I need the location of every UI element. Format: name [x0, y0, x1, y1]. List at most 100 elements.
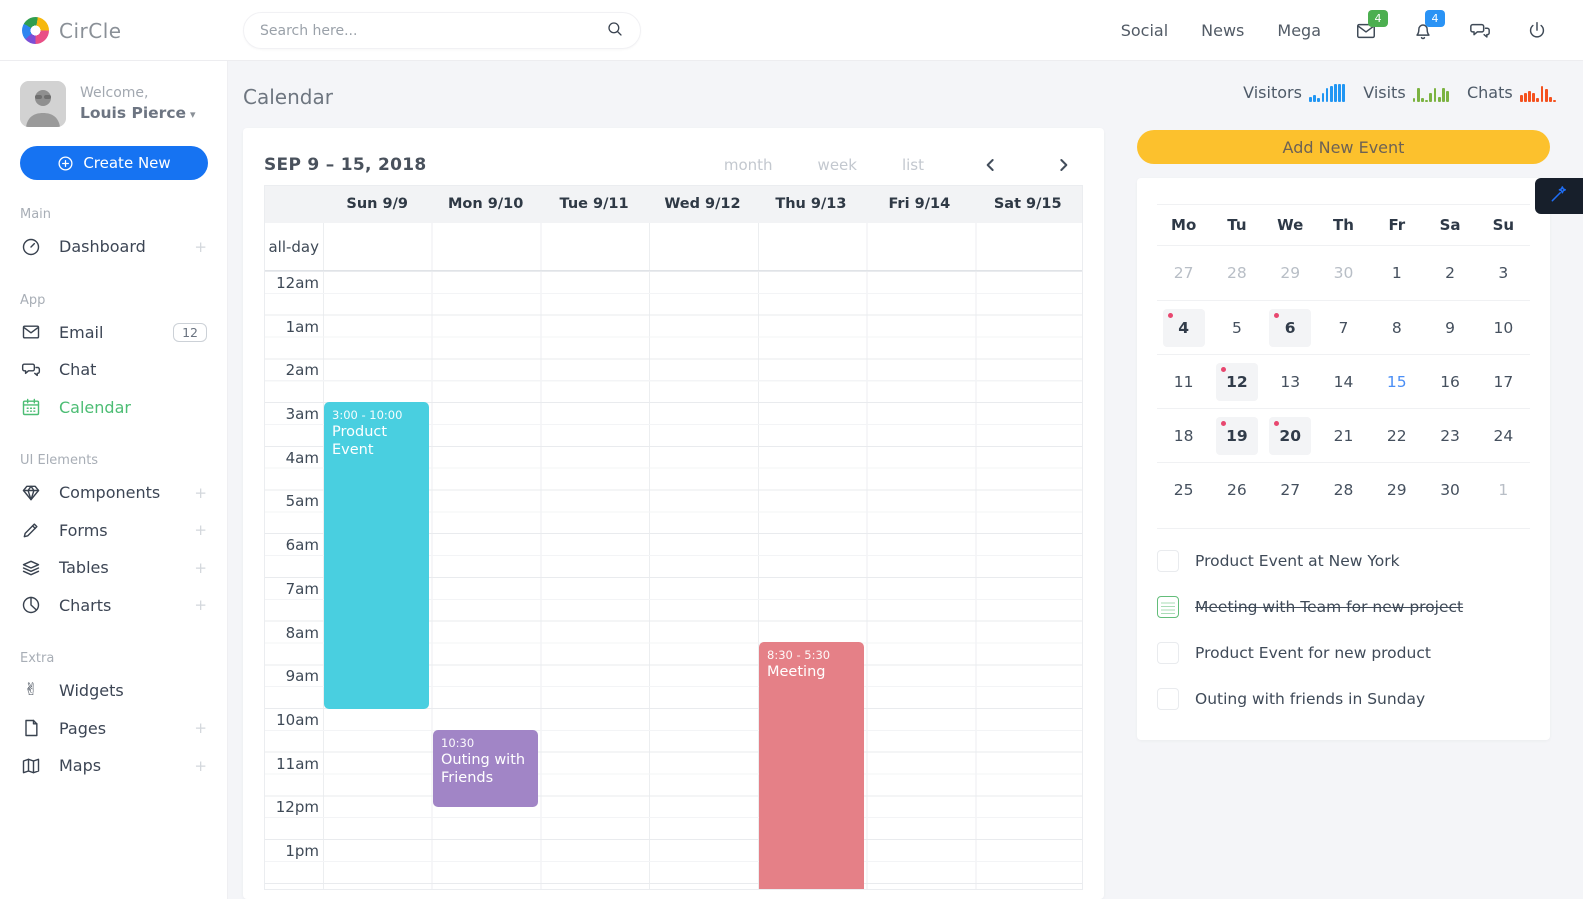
minical-day[interactable]: 16 — [1423, 354, 1477, 408]
nav-link-mega[interactable]: Mega — [1277, 21, 1321, 40]
minical-day[interactable]: 14 — [1316, 354, 1371, 408]
minical-day[interactable]: 20 — [1263, 408, 1317, 462]
brand-logo[interactable]: CirCle — [22, 0, 122, 61]
time-axis-label: 1am — [285, 317, 319, 336]
todo-checkbox[interactable] — [1157, 596, 1179, 618]
event-meeting[interactable]: 8:30 - 5:30 Meeting — [759, 642, 864, 889]
todo-item[interactable]: Product Event for new product — [1157, 630, 1530, 676]
user-name[interactable]: Louis Pierce ▾ — [80, 103, 196, 122]
sidebar-item-charts[interactable]: Charts + — [20, 587, 207, 625]
sidebar-item-chat[interactable]: Chat — [20, 351, 207, 389]
expand-plus-icon[interactable]: + — [194, 521, 207, 540]
stat-visitors[interactable]: Visitors — [1243, 82, 1346, 102]
expand-plus-icon[interactable]: + — [194, 719, 207, 738]
time-axis-label: 12am — [276, 274, 319, 292]
search-icon[interactable] — [606, 20, 624, 42]
expand-plus-icon[interactable]: + — [194, 596, 207, 615]
expand-plus-icon[interactable]: + — [194, 558, 207, 577]
sidebar-item-pages[interactable]: Pages + — [20, 710, 207, 748]
minical-day[interactable]: 25 — [1157, 462, 1211, 516]
sidebar-item-email[interactable]: Email 12 — [20, 314, 207, 352]
minical-day[interactable]: 27 — [1173, 264, 1194, 282]
notifications-bell-icon[interactable]: 4 — [1411, 9, 1445, 43]
sidebar-item-components[interactable]: Components + — [20, 474, 207, 512]
stat-chats[interactable]: Chats — [1467, 82, 1556, 102]
email-icon — [20, 322, 42, 342]
nav-link-news[interactable]: News — [1201, 21, 1245, 40]
minical-day[interactable]: 30 — [1333, 264, 1354, 282]
profile-menu[interactable]: Welcome, Louis Pierce ▾ — [0, 61, 227, 127]
time-grid[interactable]: all-day 12am 1am 2am 3am 4am 5am 6am 7am 8am 9am 1… — [265, 223, 1082, 889]
minical-day[interactable]: 19 — [1210, 408, 1264, 462]
minical-day[interactable]: 29 — [1280, 264, 1301, 282]
messages-chat-icon[interactable] — [1468, 19, 1492, 43]
minical-day[interactable]: 8 — [1370, 300, 1424, 354]
calendar-card: SEP 9 – 15, 2018 month week list Sun 9/9 Mo… — [243, 128, 1104, 899]
sidebar-item-dashboard[interactable]: Dashboard + — [20, 228, 207, 266]
minical-day[interactable]: 28 — [1316, 462, 1371, 516]
time-axis-label: 6am — [285, 536, 319, 555]
minical-day[interactable]: 29 — [1370, 462, 1424, 516]
sidebar: Welcome, Louis Pierce ▾ Create New Main D… — [0, 61, 228, 899]
next-arrow-icon[interactable] — [1053, 155, 1073, 175]
minical-day[interactable]: 9 — [1423, 300, 1477, 354]
gem-icon — [20, 483, 42, 503]
minical-day[interactable]: 1 — [1391, 264, 1402, 282]
todo-item[interactable]: Product Event at New York — [1157, 538, 1530, 584]
minical-day[interactable]: 1 — [1476, 462, 1530, 516]
minical-day[interactable]: 26 — [1210, 462, 1264, 516]
event-outing-with-friends[interactable]: 10:30 Outing with Friends — [433, 730, 538, 807]
minical-day[interactable]: 28 — [1227, 264, 1247, 282]
event-product-event[interactable]: 3:00 - 10:00 Product Event — [324, 402, 429, 709]
create-new-button[interactable]: Create New — [20, 146, 208, 180]
minical-day[interactable]: 3 — [1498, 264, 1509, 282]
search-input[interactable] — [260, 22, 606, 39]
minical-day[interactable]: 10 — [1476, 300, 1530, 354]
sidebar-item-forms[interactable]: Forms + — [20, 512, 207, 550]
minical-day[interactable]: 27 — [1263, 462, 1317, 516]
minical-day[interactable]: 30 — [1423, 462, 1477, 516]
search-bar[interactable] — [243, 12, 641, 49]
power-logout-icon[interactable] — [1525, 19, 1549, 43]
todo-item[interactable]: Outing with friends in Sunday — [1157, 676, 1530, 722]
minical-day[interactable]: 12 — [1210, 354, 1264, 408]
day-column-header: Thu 9/13 — [775, 196, 847, 212]
todo-checkbox[interactable] — [1157, 550, 1179, 572]
minical-day[interactable]: 13 — [1263, 354, 1317, 408]
minical-day[interactable]: 17 — [1476, 354, 1530, 408]
minical-day[interactable]: 2 — [1445, 264, 1455, 282]
minical-day[interactable]: 22 — [1370, 408, 1424, 462]
settings-toggle-tab[interactable] — [1535, 178, 1583, 214]
stat-visits[interactable]: Visits — [1363, 82, 1449, 102]
todo-item[interactable]: Meeting with Team for new project — [1157, 584, 1530, 630]
minical-day[interactable]: 4 — [1157, 300, 1211, 354]
minical-day[interactable]: 24 — [1476, 408, 1530, 462]
todo-checkbox[interactable] — [1157, 642, 1179, 664]
minical-day[interactable]: 23 — [1423, 408, 1477, 462]
add-new-event-button[interactable]: Add New Event — [1137, 130, 1550, 164]
minical-day[interactable]: 7 — [1316, 300, 1371, 354]
minical-day[interactable]: 6 — [1263, 300, 1317, 354]
minical-day[interactable]: 5 — [1210, 300, 1264, 354]
expand-plus-icon[interactable]: + — [194, 756, 207, 775]
minical-day[interactable]: 11 — [1157, 354, 1211, 408]
email-count-badge: 12 — [173, 322, 207, 342]
view-button[interactable]: week — [817, 156, 857, 174]
minical-day[interactable]: 18 — [1157, 408, 1211, 462]
prev-arrow-icon[interactable] — [981, 155, 1001, 175]
sidebar-item-calendar[interactable]: Calendar — [20, 389, 207, 427]
avatar[interactable] — [20, 81, 66, 127]
view-button[interactable]: month — [723, 156, 773, 174]
expand-plus-icon[interactable]: + — [194, 483, 207, 502]
sidebar-item-maps[interactable]: Maps + — [20, 747, 207, 785]
minical-day[interactable]: 15 — [1370, 354, 1424, 408]
sidebar-item-widgets[interactable]: ✌ Widgets — [20, 672, 207, 710]
todo-checkbox[interactable] — [1157, 688, 1179, 710]
sidebar-item-tables[interactable]: Tables + — [20, 549, 207, 587]
nav-link-social[interactable]: Social — [1120, 21, 1169, 40]
time-axis-label: 9am — [285, 667, 319, 686]
mail-icon[interactable]: 4 — [1354, 9, 1388, 43]
minical-day[interactable]: 21 — [1316, 408, 1371, 462]
view-button[interactable]: list — [901, 156, 924, 174]
expand-plus-icon[interactable]: + — [194, 237, 207, 256]
